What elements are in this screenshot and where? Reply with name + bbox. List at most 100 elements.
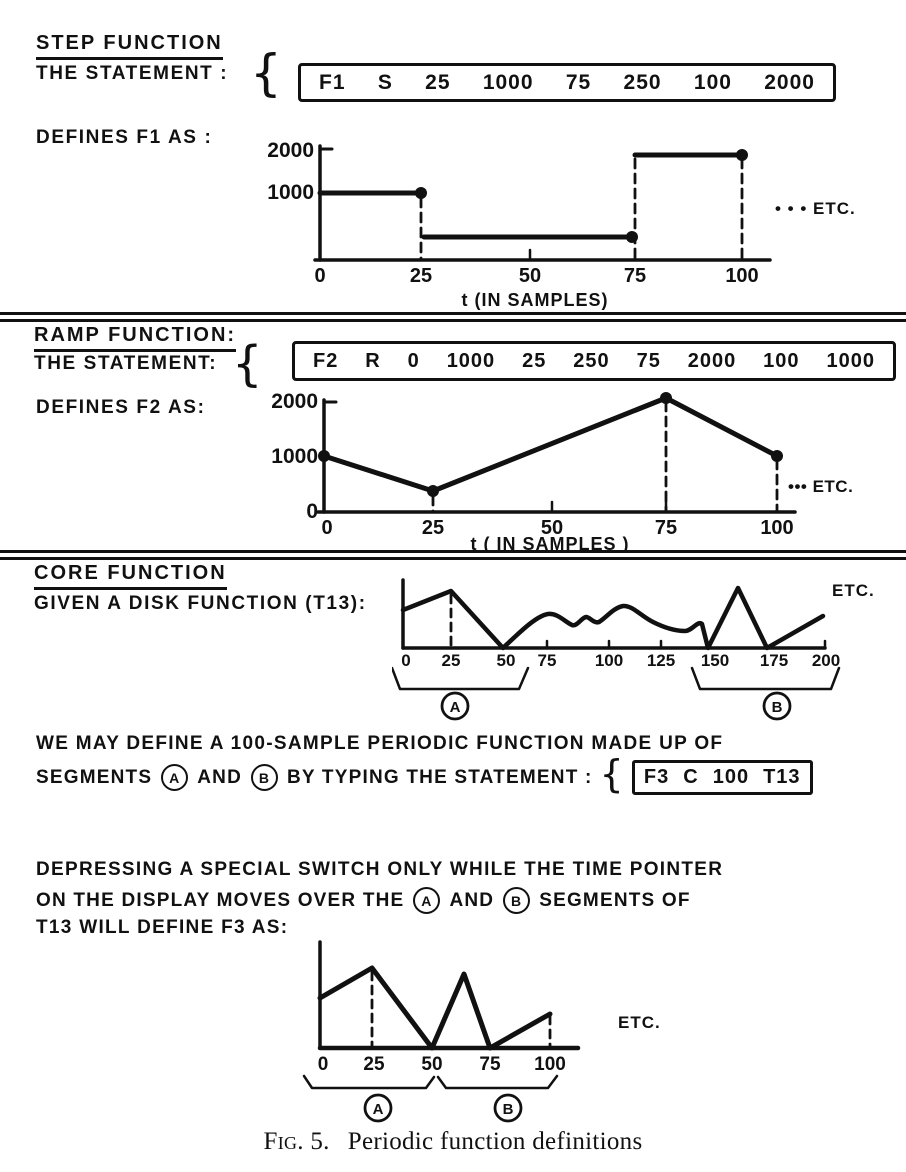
xtick: 100 <box>760 517 793 539</box>
ytick-0: 0 <box>306 500 318 523</box>
xtick: 50 <box>497 651 516 670</box>
stmt-token: F2 <box>313 349 339 372</box>
xtick: 100 <box>725 265 758 287</box>
dashed-guides <box>431 400 779 514</box>
xtick: 125 <box>647 651 675 670</box>
stmt-token: F1 <box>319 70 346 94</box>
xtick: 25 <box>410 265 432 287</box>
stmt-token: 75 <box>636 349 661 372</box>
core-given-label: GIVEN A DISK FUNCTION (T13): <box>34 593 367 614</box>
f3-curve <box>317 965 553 1051</box>
define-note-line2: SEGMENTS A AND B BY TYPING THE STATEMENT… <box>36 755 813 795</box>
segment-b-badge: B <box>251 764 278 791</box>
switch-note-text: ON THE DISPLAY MOVES OVER THE <box>36 889 405 911</box>
segment-b-badge <box>493 1093 523 1123</box>
segment-a-letter: A <box>373 1101 384 1118</box>
stmt-token: 1000 <box>482 70 534 94</box>
stmt-token: S <box>377 70 393 94</box>
xtick: 75 <box>624 265 646 287</box>
stmt-token: F3 <box>643 766 670 788</box>
ramp-plot: 2000 1000 0 0 25 50 75 100 t ( IN SAMPLE… <box>271 390 853 552</box>
dashed-guides <box>419 157 744 262</box>
data-dots <box>318 392 783 497</box>
left-brace: { <box>232 336 263 392</box>
stmt-token: 2000 <box>687 349 737 372</box>
segment-b-letter: B <box>511 892 523 909</box>
ramp-statement-label: THE STATEMENT: <box>34 353 218 374</box>
ytick-1000: 1000 <box>271 445 318 468</box>
segment-b-letter: B <box>503 1101 514 1118</box>
statement-box-f3: F3 C 100 T13 <box>631 760 813 795</box>
data-dots <box>415 149 748 243</box>
xtick: 25 <box>363 1054 385 1075</box>
ytick-2000: 2000 <box>267 139 314 162</box>
segment-a-badge <box>363 1093 393 1123</box>
etc-label: ••• ETC. <box>788 477 853 496</box>
step-defines-label: DEFINES F1 AS : <box>36 127 213 148</box>
define-note-text: SEGMENTS <box>36 766 153 788</box>
xtick: 100 <box>534 1054 566 1075</box>
xtick: 50 <box>541 517 563 539</box>
figure-number: Fig. 5. <box>263 1128 330 1155</box>
xtick: 25 <box>442 651 461 670</box>
ramp-line <box>321 395 780 494</box>
figure-title: Periodic function definitions <box>347 1128 643 1155</box>
xtick: 50 <box>519 265 541 287</box>
statement-box-f2: F2 R 0 1000 25 250 75 2000 100 1000 <box>292 341 896 381</box>
stmt-token: 100 <box>693 70 732 94</box>
segment-a-badge: A <box>161 764 189 791</box>
switch-note-line3: T13 WILL DEFINE F3 AS: <box>36 917 289 938</box>
ytick-2000: 2000 <box>271 390 318 413</box>
left-brace: { <box>250 44 282 102</box>
step-plot: 2000 1000 0 25 50 75 100 t (IN SAMPLES) … <box>267 139 856 310</box>
statement-box-f1: F1 S 25 1000 75 250 100 2000 <box>298 63 836 102</box>
segment-b-letter: B <box>772 699 783 716</box>
x-axis-label: t (IN SAMPLES) <box>462 290 609 310</box>
xtick: 200 <box>812 651 840 670</box>
stmt-token: R <box>365 349 381 372</box>
left-brace: { <box>599 751 625 796</box>
stmt-token: 75 <box>565 70 592 94</box>
f3-plot: 0 25 50 75 100 A B ETC. <box>302 940 660 1123</box>
step-heading: STEP FUNCTION <box>36 32 223 60</box>
stmt-token: C <box>683 766 699 788</box>
segment-a-letter: A <box>169 769 181 786</box>
switch-note-text: SEGMENTS OF <box>539 889 691 911</box>
dashed-guides <box>370 970 552 1050</box>
disk-function-curve <box>400 585 826 651</box>
segment-a-badge: A <box>413 887 441 914</box>
xtick: 0 <box>321 517 332 539</box>
define-note-text: AND <box>197 766 242 788</box>
ramp-heading: RAMP FUNCTION: <box>34 324 237 352</box>
segment-a-badge <box>440 691 470 721</box>
ytick-1000: 1000 <box>267 181 314 204</box>
stmt-token: 25 <box>522 349 547 372</box>
switch-note-line1: DEPRESSING A SPECIAL SWITCH ONLY WHILE T… <box>36 859 724 880</box>
stmt-token: 100 <box>763 349 800 372</box>
stmt-token: 250 <box>623 70 662 94</box>
segment-b-letter: B <box>258 769 271 786</box>
stmt-token: 25 <box>425 70 451 94</box>
stmt-token: 1000 <box>826 349 875 372</box>
xtick: 0 <box>318 1054 329 1075</box>
core-plot: 0 25 50 75 100 125 150 175 200 A B ETC. <box>392 578 874 721</box>
define-note-text: BY TYPING THE STATEMENT : <box>287 766 593 788</box>
switch-note-text: AND <box>449 889 495 911</box>
etc-label: • • • ETC. <box>775 199 856 218</box>
xtick: 150 <box>701 651 729 670</box>
stmt-token: 0 <box>407 349 420 372</box>
figure-caption: Fig. 5. Periodic function definitions <box>0 1128 906 1156</box>
stmt-token: T13 <box>763 766 801 788</box>
segment-b-badge: B <box>503 887 531 914</box>
segment-a-bracket <box>392 666 530 691</box>
xtick: 50 <box>421 1054 442 1075</box>
segment-b-badge <box>762 691 792 721</box>
ramp-defines-label: DEFINES F2 AS: <box>36 397 206 418</box>
step-statement-label: THE STATEMENT : <box>36 63 229 84</box>
xtick: 75 <box>538 651 557 670</box>
section-divider <box>0 550 906 560</box>
define-note-line1: WE MAY DEFINE A 100-SAMPLE PERIODIC FUNC… <box>36 733 724 754</box>
segment-a-letter: A <box>450 699 461 716</box>
stmt-token: 1000 <box>446 349 496 372</box>
